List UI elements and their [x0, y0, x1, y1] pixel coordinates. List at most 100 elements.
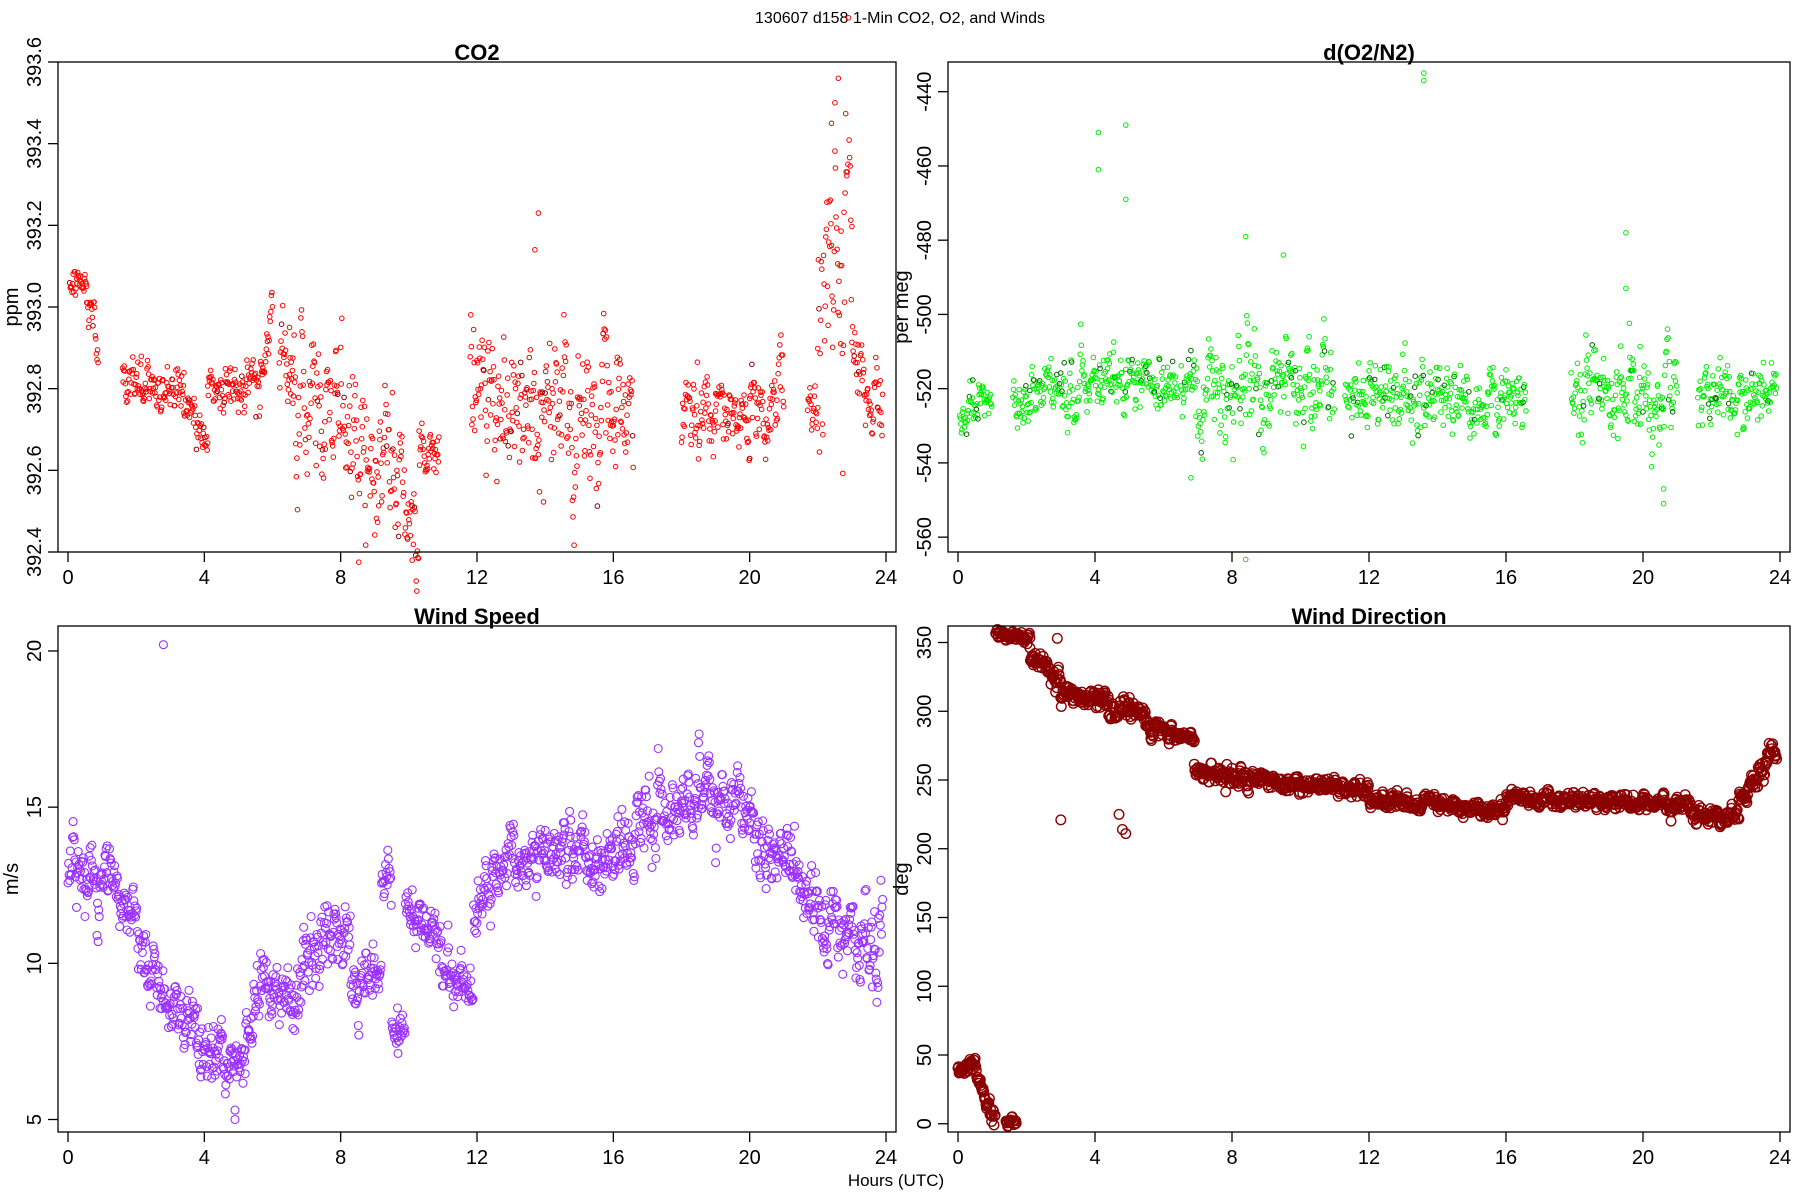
wind_speed-point: [69, 832, 79, 842]
co2-point: [531, 380, 537, 387]
wind_speed-point: [429, 914, 439, 924]
o2-point: [1402, 340, 1408, 346]
co2-point: [295, 412, 301, 419]
o2-point: [1285, 410, 1291, 417]
co2-point: [315, 351, 322, 357]
wind_speed-point: [137, 947, 147, 958]
o2-point: [1737, 372, 1744, 379]
co2-point: [824, 283, 831, 290]
co2-point: [859, 377, 865, 384]
wind_speed-point: [157, 990, 167, 1000]
co2-point: [469, 403, 476, 410]
co2-point: [562, 339, 568, 345]
co2-point: [306, 434, 312, 441]
co2-point: [231, 396, 237, 402]
wind_speed-point: [190, 1022, 200, 1032]
co2-point: [534, 431, 541, 438]
o2-point: [1656, 442, 1662, 448]
wind_speed-point: [559, 818, 570, 828]
wind_speed-point: [644, 771, 654, 781]
o2-point: [1383, 388, 1389, 395]
o2-point: [1669, 405, 1675, 412]
wind_speed-point: [732, 767, 742, 778]
wind_speed-point: [860, 928, 871, 938]
wind_speed-point: [167, 1019, 178, 1029]
o2-point: [1245, 341, 1252, 348]
o2-point: [1270, 384, 1277, 391]
co2-point: [326, 416, 333, 423]
o2-point: [1314, 367, 1320, 373]
o2-point: [1252, 362, 1258, 369]
co2-point: [513, 405, 520, 411]
o2-point: [960, 406, 966, 412]
o2-point: [1306, 333, 1312, 340]
wind_speed-point: [693, 738, 704, 748]
o2-point: [1584, 365, 1590, 371]
co2-title: CO2: [454, 40, 499, 65]
co2-point: [601, 326, 608, 332]
wind_speed-point: [240, 1069, 250, 1079]
o2-point: [1291, 392, 1297, 398]
co2-point: [385, 411, 391, 418]
o2-point: [1331, 406, 1337, 412]
o2-point: [1616, 379, 1623, 385]
co2-point: [841, 299, 848, 306]
co2-point: [512, 379, 518, 385]
wind_direction-y-axis-label: deg: [891, 862, 913, 895]
co2-point: [841, 209, 847, 216]
co2-point: [397, 440, 404, 446]
wind_speed-point: [649, 829, 659, 839]
co2-point: [245, 389, 251, 396]
o2-point: [1644, 384, 1650, 391]
o2-point: [1120, 411, 1127, 418]
o2-point: [1137, 404, 1143, 410]
co2-point: [347, 403, 353, 409]
co2-point: [756, 426, 763, 433]
wind_speed-point: [655, 774, 666, 784]
o2-point: [1419, 364, 1426, 370]
co2-point: [547, 404, 554, 411]
co2-point: [832, 148, 838, 154]
wind_speed-point: [311, 973, 321, 983]
co2-point: [177, 382, 184, 389]
o2-point: [1289, 350, 1295, 357]
co2-point: [426, 456, 433, 462]
o2-point: [1727, 388, 1733, 395]
co2-point: [695, 422, 701, 429]
wind_speed-point: [447, 959, 457, 969]
o2-point: [1076, 378, 1083, 385]
co2-point: [846, 137, 852, 143]
wind_speed-point: [833, 952, 843, 962]
wind_speed-point: [866, 935, 876, 945]
co2-point: [305, 420, 312, 427]
o2-point: [1313, 406, 1320, 413]
wind_speed-point: [807, 861, 817, 871]
o2-point: [1256, 370, 1263, 377]
wind_speed-point: [735, 772, 745, 783]
wind_speed-point: [737, 825, 747, 835]
co2-point: [373, 458, 379, 464]
o2-point: [1306, 371, 1313, 378]
wind_speed-point: [867, 917, 877, 927]
co2-point: [262, 352, 268, 359]
wind_speed-point: [321, 918, 332, 928]
wind_speed-point: [807, 886, 817, 896]
wind_speed-point: [423, 928, 433, 938]
o2-point: [1022, 386, 1028, 393]
wind_speed-point: [491, 879, 501, 889]
o2-point: [1739, 391, 1745, 397]
wind_speed-point: [463, 996, 474, 1006]
wind_speed-point: [623, 818, 633, 828]
wind_speed-point: [853, 953, 863, 963]
o2-point: [1447, 390, 1454, 397]
o2-point: [1123, 122, 1129, 128]
co2-point: [191, 403, 198, 409]
wind_speed-point: [704, 751, 714, 761]
wind_speed-point: [639, 843, 649, 853]
o2-point: [1034, 389, 1041, 395]
wind_speed-point: [261, 957, 271, 967]
o2-point: [1618, 374, 1625, 380]
o2-point: [1668, 424, 1674, 431]
co2-point: [357, 471, 364, 477]
o2-point: [1197, 420, 1203, 427]
